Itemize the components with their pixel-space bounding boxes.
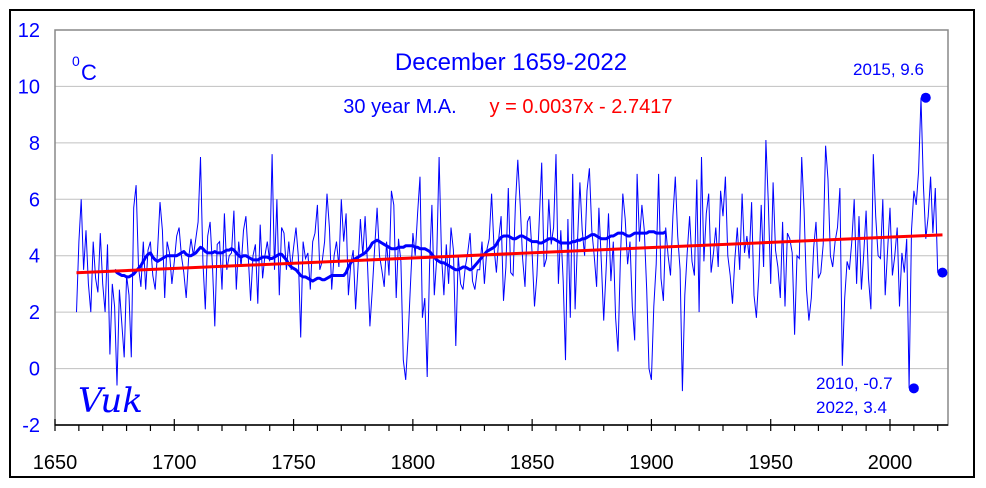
x-axis: 1650 1700 1750 1800 1850 1900 1950 2000 [33,419,948,474]
chart-title: December 1659-2022 [395,49,627,76]
y-tick-label: -2 [22,415,40,437]
y-tick-label: 8 [29,133,40,155]
x-tick-label: 2000 [868,452,913,474]
trend-equation: y = 0.0037x - 2.7417 [490,96,673,118]
x-tick-label: 1800 [391,452,436,474]
annotation-max: 2015, 9.6 [853,60,924,79]
trend-line [76,233,943,275]
x-tick-label: 1950 [748,452,793,474]
x-tick-label: 1900 [629,452,674,474]
annotation-marker [937,267,948,278]
annual-series-line [76,97,939,392]
x-tick-label: 1850 [510,452,555,474]
y-tick-label: 2 [29,302,40,324]
moving-average-label: 30 year M.A. [343,96,456,118]
x-tick-label: 1750 [271,452,316,474]
annotation-last: 2022, 3.4 [816,398,887,417]
y-unit-label: C [81,60,97,85]
annotation-marker [920,92,931,103]
author-signature: Vuk [78,381,143,421]
annotation-marker [908,383,919,394]
y-tick-label: 12 [18,20,40,42]
y-tick-label: 6 [29,189,40,211]
x-tick-label: 1650 [33,452,78,474]
x-tick-label: 1700 [152,452,197,474]
degree-symbol: 0 [72,53,80,69]
y-axis-ticks: -2 0 2 4 6 8 10 12 [18,20,40,437]
y-tick-label: 10 [18,76,40,98]
y-tick-label: 4 [29,246,40,268]
moving-average-line [113,230,667,283]
chart-frame [9,9,975,478]
y-tick-label: 0 [29,359,40,381]
annotation-min: 2010, -0.7 [816,374,893,393]
series-layer [76,92,948,394]
